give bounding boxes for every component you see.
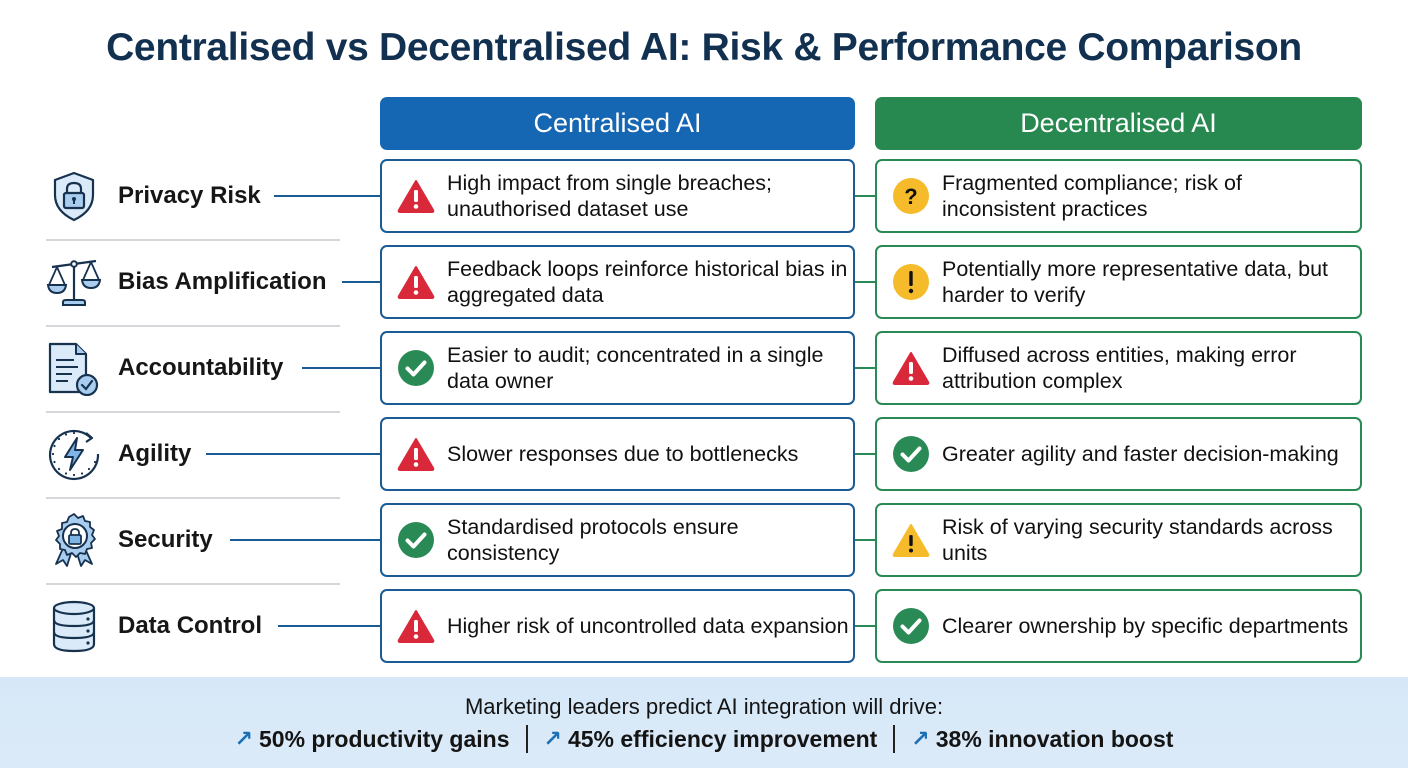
warning-triangle-icon <box>396 606 436 646</box>
category-label: Agility <box>118 440 192 467</box>
cell-text: Standardised protocols ensure consistenc… <box>447 515 739 565</box>
connector-line <box>274 195 380 197</box>
connector-line <box>230 539 380 541</box>
stat-label: 38% innovation boost <box>935 725 1174 752</box>
connector-line <box>855 367 875 369</box>
decentralised-cell: Risk of varying security standards acros… <box>875 503 1362 577</box>
shield-lock-icon <box>53 171 95 222</box>
trend-up-arrow-icon: ↗ <box>234 726 253 751</box>
comparison-row-accountability: Accountability Easier to audit; concentr… <box>0 331 1408 413</box>
question-circle-icon <box>891 176 931 216</box>
category-label: Bias Amplification <box>118 268 327 295</box>
cell-text: Clearer ownership by specific department… <box>942 614 1349 638</box>
warning-triangle-yellow-icon <box>891 520 931 560</box>
centralised-cell: Standardised protocols ensure consistenc… <box>380 503 855 577</box>
comparison-row-privacy-risk: Privacy Risk High impact from single bre… <box>0 159 1408 241</box>
connector-line <box>855 453 875 455</box>
connector-line <box>342 281 380 283</box>
comparison-row-security: Security Standardised protocols ensure c… <box>0 503 1408 585</box>
stat-label: 50% productivity gains <box>259 725 510 752</box>
row-divider <box>46 239 340 241</box>
comparison-row-agility: Agility Slower responses due to bottlene… <box>0 417 1408 499</box>
connector-line <box>278 625 380 627</box>
scales-icon <box>46 259 102 306</box>
trend-up-arrow-icon: ↗ <box>911 726 930 751</box>
badge-lock-icon <box>55 513 96 567</box>
stat-innovation: ↗ 38% innovation boost <box>911 726 1173 753</box>
centralised-cell: Slower responses due to bottlenecks <box>380 417 855 491</box>
comparison-row-bias-amplification: Bias Amplification Feedback loops reinfo… <box>0 245 1408 327</box>
centralised-cell: High impact from single breaches; unauth… <box>380 159 855 233</box>
warning-triangle-icon <box>396 262 436 302</box>
connector-line <box>302 367 380 369</box>
centralised-cell: Feedback loops reinforce historical bias… <box>380 245 855 319</box>
stat-productivity: ↗ 50% productivity gains <box>235 726 510 753</box>
decentralised-cell: Fragmented compliance; risk of inconsist… <box>875 159 1362 233</box>
warning-triangle-icon <box>891 348 931 388</box>
column-header-centralised: Centralised AI <box>380 97 855 150</box>
connector-line <box>855 625 875 627</box>
clock-lightning-icon <box>48 429 100 481</box>
cell-text: Potentially more representative data, bu… <box>942 257 1329 307</box>
category-label: Privacy Risk <box>118 182 261 209</box>
stat-label: 45% efficiency improvement <box>567 725 878 752</box>
page-title: Centralised vs Decentralised AI: Risk & … <box>106 26 1302 69</box>
warning-triangle-icon <box>396 176 436 216</box>
connector-line <box>855 195 875 197</box>
cell-text: Slower responses due to bottlenecks <box>447 442 799 466</box>
column-header-decentralised: Decentralised AI <box>875 97 1362 150</box>
decentralised-cell: Clearer ownership by specific department… <box>875 589 1362 663</box>
document-check-icon <box>48 342 99 396</box>
cell-text: High impact from single breaches; unauth… <box>447 171 773 221</box>
check-circle-icon <box>891 606 931 646</box>
row-divider <box>46 497 340 499</box>
row-divider <box>46 411 340 413</box>
cell-text: Higher risk of uncontrolled data expansi… <box>447 614 849 638</box>
trend-up-arrow-icon: ↗ <box>543 726 562 751</box>
connector-line <box>855 281 875 283</box>
centralised-cell: Easier to audit; concentrated in a singl… <box>380 331 855 405</box>
stat-efficiency: ↗ 45% efficiency improvement <box>544 726 878 753</box>
comparison-row-data-control: Data Control Higher risk of uncontrolled… <box>0 589 1408 663</box>
check-circle-icon <box>396 520 436 560</box>
exclamation-circle-icon <box>891 262 931 302</box>
cell-text: Easier to audit; concentrated in a singl… <box>447 343 824 393</box>
connector-line <box>855 539 875 541</box>
cell-text: Diffused across entities, making error a… <box>942 343 1297 393</box>
row-divider <box>46 583 340 585</box>
check-circle-icon <box>891 434 931 474</box>
category-label: Accountability <box>118 354 284 381</box>
cell-text: Greater agility and faster decision-maki… <box>942 442 1339 466</box>
footer-banner: Marketing leaders predict AI integration… <box>0 677 1408 768</box>
footer-lead-text: Marketing leaders predict AI integration… <box>464 694 944 719</box>
decentralised-cell: Potentially more representative data, bu… <box>875 245 1362 319</box>
cell-text: Feedback loops reinforce historical bias… <box>447 257 848 307</box>
category-label: Data Control <box>118 612 262 639</box>
decentralised-cell: Diffused across entities, making error a… <box>875 331 1362 405</box>
connector-line <box>206 453 380 455</box>
database-icon <box>52 600 96 653</box>
centralised-cell: Higher risk of uncontrolled data expansi… <box>380 589 855 663</box>
cell-text: Risk of varying security standards acros… <box>942 515 1333 565</box>
stat-separator <box>525 725 528 753</box>
row-divider <box>46 325 340 327</box>
decentralised-cell: Greater agility and faster decision-maki… <box>875 417 1362 491</box>
check-circle-icon <box>396 348 436 388</box>
footer-stats: ↗ 50% productivity gains ↗ 45% efficienc… <box>0 725 1408 753</box>
cell-text: Fragmented compliance; risk of inconsist… <box>942 171 1242 221</box>
category-label: Security <box>118 526 213 553</box>
stat-separator <box>893 725 896 753</box>
warning-triangle-icon <box>396 434 436 474</box>
